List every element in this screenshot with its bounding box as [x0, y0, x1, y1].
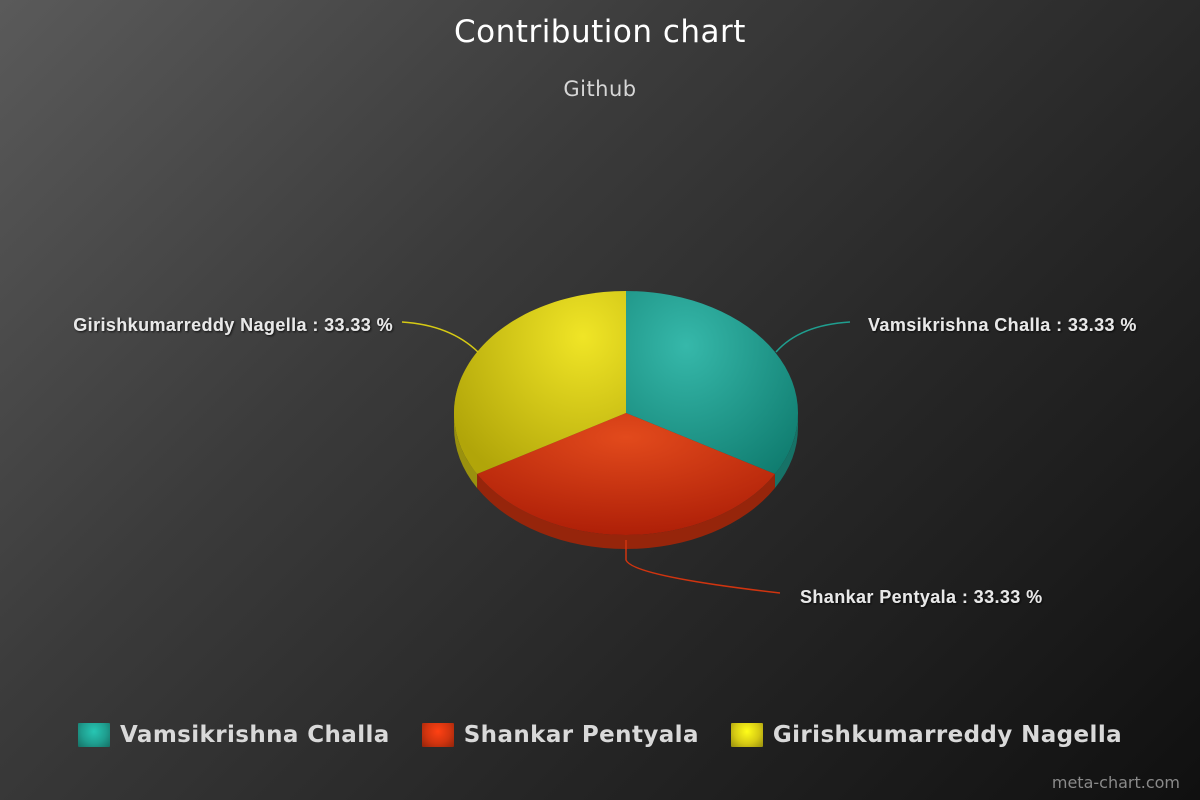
label-connector — [775, 321, 851, 353]
legend-swatch — [421, 723, 454, 747]
pie-slice — [477, 413, 775, 535]
legend-item[interactable]: Girishkumarreddy Nagella — [730, 722, 1123, 748]
legend-swatch — [77, 723, 110, 747]
chart-subtitle: Github — [563, 77, 637, 101]
legend-label: Girishkumarreddy Nagella — [772, 722, 1123, 748]
credit-link[interactable]: meta-chart.com — [1051, 773, 1180, 792]
legend-item[interactable]: Vamsikrishna Challa — [77, 722, 390, 748]
pie-slice-side — [774, 413, 798, 488]
label-connector — [625, 540, 781, 594]
pie-slice-side — [454, 413, 478, 488]
legend: Vamsikrishna Challa Shankar Pentyala Gir… — [0, 722, 1200, 748]
legend-swatch — [730, 723, 763, 747]
legend-label: Vamsikrishna Challa — [119, 722, 390, 748]
data-label: Shankar Pentyala : 33.33 % — [800, 587, 1043, 607]
pie-slice-side — [477, 474, 775, 549]
data-label: Vamsikrishna Challa : 33.33 % — [868, 315, 1137, 335]
data-label: Girishkumarreddy Nagella : 33.33 % — [73, 315, 393, 335]
label-connector — [401, 321, 479, 353]
chart-title: Contribution chart — [454, 14, 746, 50]
legend-item[interactable]: Shankar Pentyala — [421, 722, 699, 748]
legend-label: Shankar Pentyala — [463, 722, 699, 748]
pie-slice — [626, 291, 798, 474]
pie-slice — [454, 291, 626, 474]
